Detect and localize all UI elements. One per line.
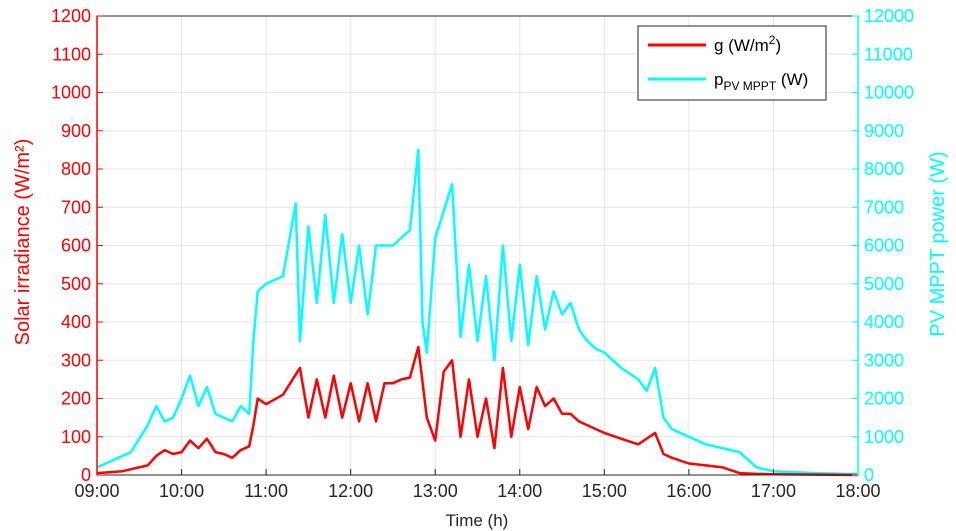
series-line-irradiance [96, 345, 859, 477]
left-tick-label: 500 [61, 274, 91, 294]
left-tick-label: 0 [81, 465, 91, 485]
right-tick-label: 11000 [864, 44, 913, 64]
x-tick-label: 12:00 [328, 481, 373, 501]
ticks: 09:00 10:00 11:00 12:00 13:00 14:00 15:00 16:00… [51, 6, 914, 501]
right-tick-label: 4000 [864, 312, 904, 332]
left-axis-label: Solar irradiance (W/m²) [12, 139, 34, 346]
x-tick-label: 11:00 [244, 481, 288, 501]
left-tick-label: 1100 [52, 44, 91, 64]
legend-label-irradiance: g (W/m2) [714, 33, 781, 55]
right-tick-label: 0 [864, 465, 874, 485]
left-tick-label: 800 [61, 159, 91, 179]
legend: g (W/m2) pPV MPPT (W) [637, 25, 827, 101]
right-tick-label: 9000 [864, 121, 904, 141]
x-tick-label: 17:00 [751, 481, 796, 501]
x-tick-label: 16:00 [666, 481, 711, 501]
legend-label-power: pPV MPPT (W) [714, 70, 808, 93]
x-tick-label: 13:00 [413, 481, 458, 501]
right-tick-label: 1000 [864, 427, 904, 447]
series-line-power [96, 148, 859, 476]
right-tick-label: 8000 [864, 159, 904, 179]
left-axis-label-text: Solar irradiance (W/m²) [12, 139, 34, 346]
right-axis-label: PV MPPT power (W) [927, 151, 949, 336]
left-tick-label: 300 [61, 350, 91, 370]
left-tick-label: 600 [61, 236, 91, 256]
left-tick-label: 700 [61, 197, 91, 217]
left-tick-label: 1200 [51, 6, 91, 26]
right-axis-label-text: PV MPPT power (W) [927, 151, 949, 336]
right-tick-label: 5000 [864, 274, 904, 294]
left-tick-label: 900 [61, 121, 91, 141]
right-tick-label: 6000 [864, 236, 904, 256]
x-axis-label: Time (h) [446, 511, 509, 530]
right-tick-label: 12000 [864, 6, 914, 26]
left-tick-label: 1000 [51, 83, 91, 103]
right-tick-label: 3000 [864, 350, 904, 370]
right-tick-label: 2000 [864, 389, 904, 409]
x-tick-label: 18:00 [835, 481, 880, 501]
right-tick-label: 7000 [864, 197, 904, 217]
right-tick-label: 10000 [864, 83, 914, 103]
left-tick-label: 100 [61, 427, 91, 447]
x-tick-label: 14:00 [497, 481, 542, 501]
x-tick-label: 15:00 [582, 481, 627, 501]
left-tick-label: 200 [61, 389, 91, 409]
x-tick-label: 09:00 [74, 481, 119, 501]
series-group [96, 148, 859, 477]
left-tick-label: 400 [61, 312, 91, 332]
legend-box [637, 25, 827, 101]
x-tick-label: 10:00 [159, 481, 204, 501]
